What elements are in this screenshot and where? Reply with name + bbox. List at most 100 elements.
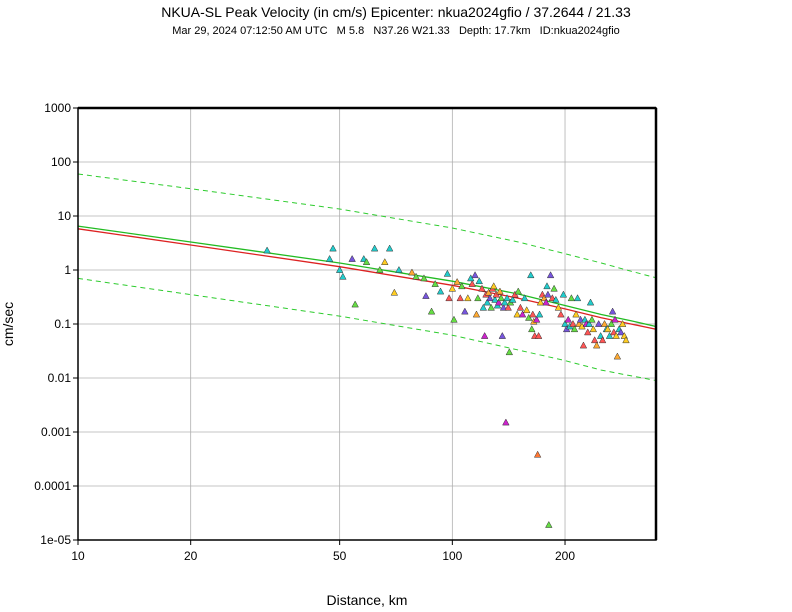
station-marker [348,254,356,262]
station-marker [557,310,565,318]
station-marker [514,287,522,295]
y-tick-label: 1 [64,263,71,277]
station-marker [522,306,531,314]
station-marker [567,294,576,302]
y-axis-label: cm/sec [0,302,16,346]
station-marker [339,272,347,280]
station-marker [559,290,568,298]
station-marker [390,288,399,296]
station-marker [468,279,476,287]
station-marker [542,298,550,306]
station-marker [461,307,469,315]
station-marker [474,294,482,302]
station-marker [335,265,344,273]
station-marker [570,325,579,333]
station-marker [420,274,428,282]
station-marker [618,319,627,327]
y-tick-label: 0.0001 [34,479,71,493]
station-marker [607,319,616,327]
station-marker [499,303,508,311]
curve-median-red [77,228,657,330]
y-axis-ticks: 1e-05 0.0001 0.001 0.01 0.1 1 10 100 1000 [34,101,78,547]
x-tick-label: 10 [71,549,85,563]
x-tick-label: 50 [333,549,347,563]
y-tick-label: 0.1 [54,317,71,331]
station-marker [490,282,498,290]
station-marker [545,520,553,528]
curve-upper-bound [77,173,657,279]
station-marker [370,244,379,252]
station-marker [475,277,483,285]
station-marker [532,315,541,323]
station-marker [588,315,596,323]
station-marker [579,341,588,349]
station-marker [529,310,537,318]
x-tick-label: 200 [555,549,575,563]
station-marker [509,295,517,303]
station-marker [443,269,452,277]
chart-title: NKUA-SL Peak Velocity (in cm/s) Epicente… [161,4,631,20]
station-marker [498,331,507,339]
station-marker [605,331,614,339]
station-marker [483,298,492,306]
station-marker [569,319,577,327]
station-marker [329,244,337,252]
station-marker [550,284,558,292]
y-tick-label: 0.01 [48,371,72,385]
station-marker [325,254,334,262]
station-marker [500,298,509,306]
station-marker [581,315,589,323]
station-marker [589,325,598,333]
station-marker [381,258,389,265]
station-marker [603,325,612,333]
station-points [263,244,630,528]
station-marker [600,319,609,327]
y-tick-label: 10 [58,209,72,223]
station-marker [533,450,542,458]
station-marker [513,310,521,318]
station-marker [544,290,552,298]
station-marker [561,319,569,327]
station-marker [362,258,371,265]
station-marker [502,418,510,426]
station-marker [622,336,630,344]
station-marker [351,300,359,308]
station-marker [598,336,607,344]
station-marker [518,310,527,318]
station-marker [436,287,445,295]
station-marker [497,294,505,302]
station-marker [536,298,545,306]
station-marker [453,277,461,285]
station-marker [385,244,394,252]
station-marker [427,307,436,315]
station-marker [535,310,544,318]
station-marker [491,295,499,303]
station-marker [484,288,493,296]
x-axis-ticks: 10 20 50 100 200 [71,540,575,563]
station-marker [480,331,489,339]
station-marker [592,341,601,349]
station-marker [573,294,582,302]
station-marker [546,271,555,279]
model-curves [77,173,657,381]
station-marker [395,265,403,273]
x-axis-label: Distance, km [327,592,408,608]
station-marker [503,294,511,302]
station-marker [456,294,464,302]
station-marker [478,284,486,292]
station-marker [554,303,563,311]
station-marker [528,325,536,333]
y-tick-label: 1000 [44,101,71,115]
station-marker [496,287,504,295]
station-marker [431,279,439,287]
station-marker [458,282,466,290]
station-marker [586,298,595,306]
station-marker [408,268,416,276]
station-marker [572,310,580,318]
y-tick-label: 100 [51,155,71,169]
station-marker [527,271,535,279]
station-marker [464,294,472,302]
station-marker [487,303,495,311]
station-marker [608,307,617,315]
